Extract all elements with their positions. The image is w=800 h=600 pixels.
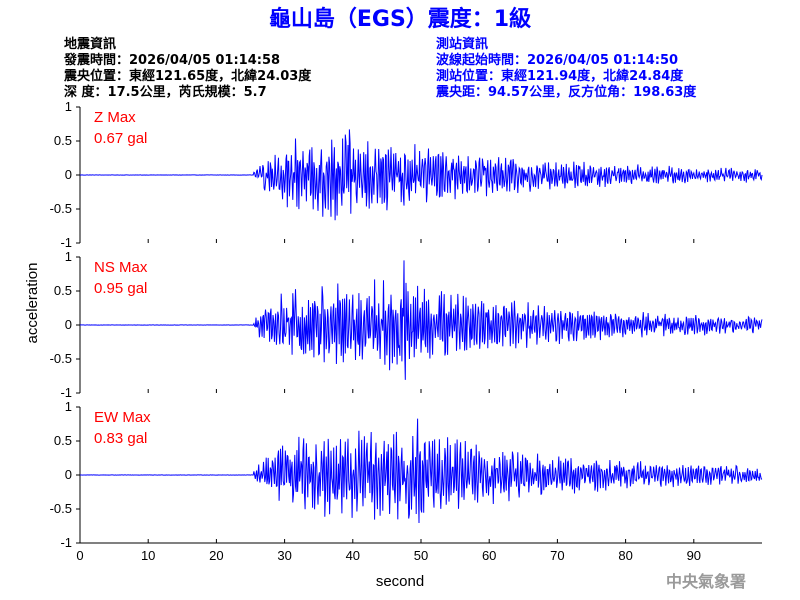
page-title: 龜山島（EGS）震度：1級 (269, 6, 531, 32)
y-axis-label: acceleration (24, 263, 41, 344)
series-max-value: 0.95 gal (94, 280, 147, 297)
x-axis: 0 10 20 30 40 50 60 70 80 90 (76, 542, 762, 563)
y-tick-label: 1 (65, 249, 72, 264)
panel-ns: 1 0.5 0 -0.5 -1 NS Max 0.95 gal (50, 249, 763, 400)
x-tick-label: 90 (687, 548, 701, 563)
x-tick-label: 80 (618, 548, 632, 563)
y-tick-label: 0.5 (54, 433, 72, 448)
y-tick-label: -0.5 (50, 501, 72, 516)
y-tick-label: -0.5 (50, 351, 72, 366)
station-info-heading: 測站資訊 (436, 36, 488, 52)
x-tick-label: 40 (346, 548, 360, 563)
y-tick-label: 0 (65, 317, 72, 332)
watermark-text: 中央氣象署 (666, 572, 746, 591)
y-tick-label: 0.5 (54, 133, 72, 148)
series-name-label: NS Max (94, 259, 148, 276)
x-tick-label: 20 (209, 548, 223, 563)
series-name-label: EW Max (94, 409, 151, 426)
y-tick-label: -0.5 (50, 201, 72, 216)
x-tick-label: 50 (414, 548, 428, 563)
series-name-label: Z Max (94, 109, 136, 126)
x-tick-label: 60 (482, 548, 496, 563)
y-tick-label: -1 (60, 385, 72, 400)
quake-info-heading: 地震資訊 (64, 36, 116, 52)
panel-z: 1 0.5 0 -0.5 -1 Z Max 0.67 gal (50, 99, 763, 250)
y-tick-label: 1 (65, 99, 72, 114)
y-tick-label: 0 (65, 167, 72, 182)
x-tick-label: 30 (277, 548, 291, 563)
station-distance: 震央距：94.57公里，反方位角：198.63度 (435, 84, 697, 100)
station-wave-start: 波線起始時間：2026/04/05 01:14:50 (436, 52, 678, 68)
x-tick-label: 10 (141, 548, 155, 563)
y-tick-label: 0 (65, 467, 72, 482)
series-max-value: 0.83 gal (94, 430, 147, 447)
quake-origin-time: 發震時間：2026/04/05 01:14:58 (63, 52, 280, 68)
quake-epicenter: 震央位置：東經121.65度，北緯24.03度 (63, 68, 312, 84)
series-max-value: 0.67 gal (94, 130, 147, 147)
waveform-line (79, 129, 763, 221)
station-location: 測站位置：東經121.94度，北緯24.84度 (436, 68, 684, 84)
y-tick-label: -1 (60, 535, 72, 550)
panel-ew: 1 0.5 0 -0.5 -1 EW Max 0.83 gal (50, 399, 763, 550)
x-tick-label: 0 (76, 548, 83, 563)
y-tick-label: -1 (60, 235, 72, 250)
y-tick-label: 0.5 (54, 283, 72, 298)
waveform-line (79, 260, 763, 380)
waveform-line (80, 418, 763, 524)
x-axis-label: second (376, 573, 424, 590)
station-info: 測站資訊 波線起始時間：2026/04/05 01:14:50 測站位置：東經1… (435, 36, 697, 100)
quake-info: 地震資訊 發震時間：2026/04/05 01:14:58 震央位置：東經121… (63, 36, 312, 100)
quake-depth-magnitude: 深 度：17.5公里，芮氏規模：5.7 (64, 84, 267, 100)
y-tick-label: 1 (65, 399, 72, 414)
seismogram-panels: 1 0.5 0 -0.5 -1 Z Max 0.67 gal 1 0.5 0 -0.5 -1 NS Ma… (50, 99, 763, 550)
x-tick-label: 70 (550, 548, 564, 563)
